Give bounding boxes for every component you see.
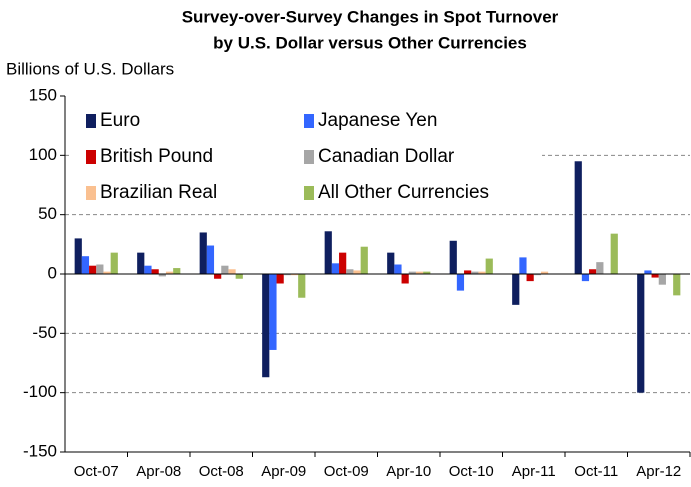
bar: [144, 265, 152, 274]
legend-swatch: [86, 186, 96, 200]
bar: [596, 262, 604, 274]
bar: [331, 263, 340, 274]
bar: [346, 269, 354, 274]
bar: [456, 274, 465, 291]
bar: [165, 271, 174, 274]
legend-label: Brazilian Real: [100, 182, 217, 203]
bar: [519, 257, 527, 274]
x-tick-label: Oct-11: [574, 463, 618, 480]
legend-label: Euro: [100, 110, 140, 131]
bar: [610, 233, 618, 274]
bar: [228, 269, 236, 274]
bar: [540, 271, 549, 274]
legend-swatch: [86, 150, 96, 164]
bar: [353, 270, 361, 274]
bar: [96, 264, 104, 274]
bar: [269, 274, 277, 350]
bar: [485, 258, 493, 274]
x-tick-label: Oct-08: [199, 463, 244, 480]
bar: [574, 161, 582, 274]
bar: [533, 274, 541, 276]
bar: [290, 274, 299, 276]
bar: [449, 240, 457, 274]
bar: [339, 252, 347, 274]
bar: [283, 274, 291, 276]
chart-title: Survey-over-Survey Changes in Spot Turno…: [182, 7, 559, 26]
bar: [651, 274, 659, 278]
bar: [206, 245, 215, 274]
y-tick-label: -100: [23, 382, 57, 401]
bar: [276, 274, 284, 284]
bar: [214, 274, 222, 279]
x-tick-label: Apr-11: [512, 463, 556, 480]
y-tick-label: -50: [32, 323, 57, 342]
bar: [408, 271, 416, 274]
bar: [158, 274, 166, 277]
bar: [89, 265, 97, 274]
x-tick-label: Apr-12: [636, 463, 681, 480]
bar: [81, 256, 90, 274]
y-tick-label: 150: [29, 85, 57, 104]
legend-label: All Other Currencies: [318, 182, 489, 203]
legend-swatch: [304, 114, 314, 128]
bar: [173, 268, 181, 274]
legend-swatch: [86, 114, 96, 128]
bar: [221, 265, 229, 274]
x-tick-label: Apr-09: [261, 463, 306, 480]
bar: [526, 274, 534, 282]
legend-label: Canadian Dollar: [318, 146, 455, 167]
bar: [423, 271, 431, 274]
y-tick-label: 100: [29, 145, 57, 164]
legend-label: British Pound: [100, 146, 213, 167]
x-tick-label: Oct-09: [324, 463, 369, 480]
bar: [394, 264, 402, 274]
bar: [589, 269, 597, 274]
bar: [471, 271, 479, 274]
bar: [151, 269, 159, 274]
bar: [415, 271, 424, 274]
bar: [110, 252, 118, 274]
bar: [401, 274, 409, 284]
bar: [235, 274, 243, 279]
y-tick-label: 0: [48, 263, 57, 282]
bar: [478, 271, 486, 274]
chart-subtitle: by U.S. Dollar versus Other Currencies: [213, 33, 527, 52]
bar: [262, 274, 270, 378]
bar: [658, 274, 666, 285]
bar: [637, 274, 645, 393]
x-tick-label: Apr-08: [136, 463, 181, 480]
bar: [74, 238, 82, 274]
y-axis-label: Billions of U.S. Dollars: [6, 59, 174, 78]
bar: [298, 274, 306, 298]
bar: [324, 231, 332, 274]
bar: [644, 270, 652, 274]
bar: [673, 274, 681, 296]
legend-swatch: [304, 150, 314, 164]
x-tick-label: Apr-10: [386, 463, 431, 480]
y-tick-label: -150: [23, 441, 57, 460]
bar: [199, 232, 207, 274]
bar: [464, 270, 472, 274]
bar: [387, 252, 395, 274]
y-tick-label: 50: [38, 204, 57, 223]
bar: [581, 274, 590, 282]
bar: [512, 274, 520, 305]
bar: [137, 252, 145, 274]
x-tick-label: Oct-07: [74, 463, 119, 480]
legend-label: Japanese Yen: [318, 110, 437, 131]
legend-swatch: [304, 186, 314, 200]
bar: [103, 271, 111, 274]
x-tick-label: Oct-10: [449, 463, 494, 480]
bar: [360, 246, 368, 274]
